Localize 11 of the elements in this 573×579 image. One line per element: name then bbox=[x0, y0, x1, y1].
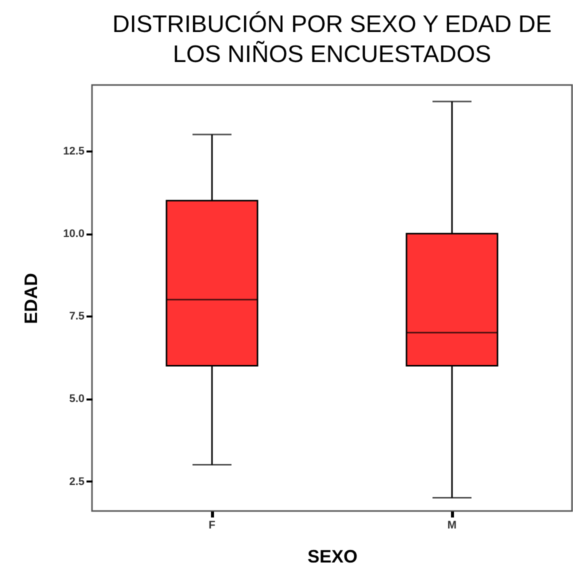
y-tick-label: 10.0 bbox=[63, 228, 84, 240]
text: DISTRIBUCIÓN POR SEXO Y EDAD DE bbox=[112, 11, 552, 38]
y-tick-label: 12.5 bbox=[63, 146, 84, 158]
y-tick-label: 5.0 bbox=[69, 393, 84, 406]
text: LOS NIÑOS ENCUESTADOS bbox=[172, 41, 492, 68]
y-axis-title: EDAD bbox=[21, 272, 42, 324]
y-tick-label: 7.5 bbox=[69, 310, 84, 323]
x-axis-title: SEXO bbox=[307, 546, 358, 566]
x-tick-label: F bbox=[208, 520, 216, 532]
x-tick-label: M bbox=[447, 520, 457, 532]
y-tick-label: 2.5 bbox=[69, 476, 84, 488]
